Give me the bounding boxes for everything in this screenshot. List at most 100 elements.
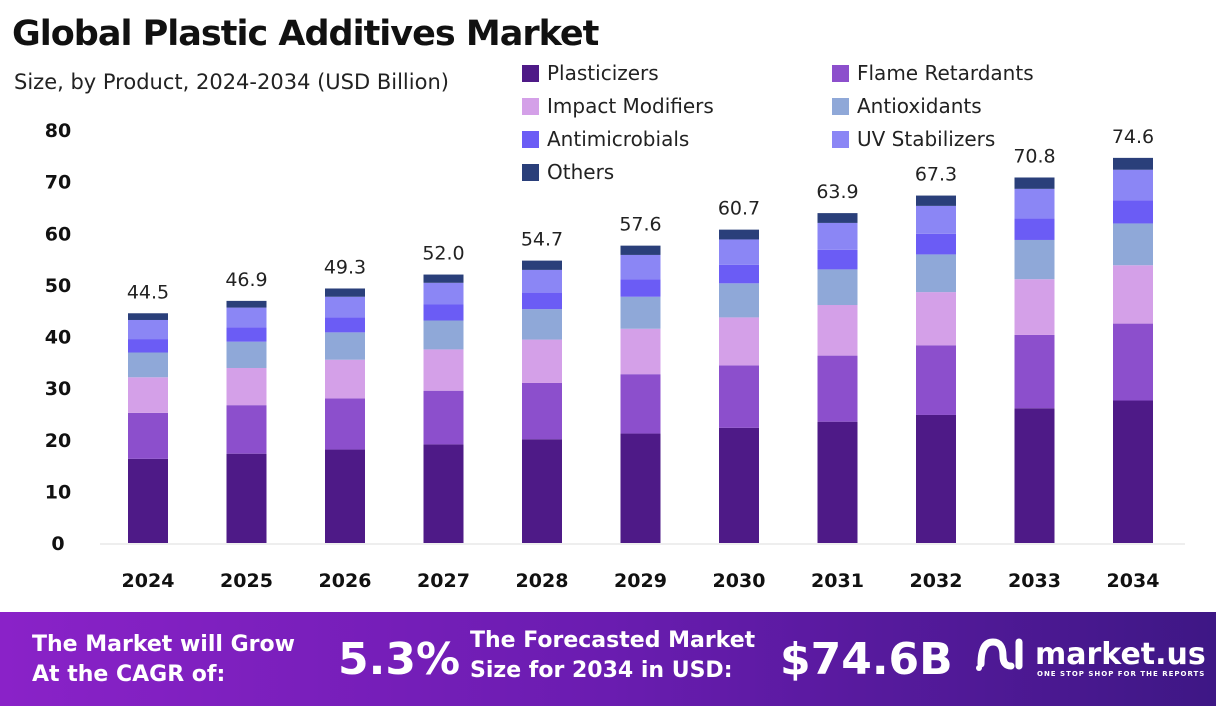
bar-segment-impact-modifiers [916,292,956,346]
total-label: 52.0 [422,243,464,265]
bar-segment-plasticizers [719,427,759,543]
bar-segment-antioxidants [128,352,168,378]
bar-segment-uv-stabilizers [128,319,168,340]
bar-segment-uv-stabilizers [620,254,661,280]
bar-segment-others [1014,177,1055,189]
bar-segment-plasticizers [817,421,858,543]
x-tick-label: 2028 [516,570,569,592]
bar-segment-flame-retardants [719,365,759,428]
cagr-value: 5.3% [338,634,461,685]
bar-segment-uv-stabilizers [226,307,267,328]
cagr-label-line2: At the CAGR of: [32,662,226,687]
bar-segment-flame-retardants [423,390,464,445]
x-tick-label: 2025 [220,570,273,592]
y-tick-label: 80 [45,120,71,142]
x-tick-label: 2031 [811,570,864,592]
legend-item: Impact Modifiers [522,93,832,119]
bar-segment-others [817,213,858,223]
legend-item: Flame Retardants [832,60,1082,86]
bar-segment-others [719,229,759,240]
bar-segment-impact-modifiers [1014,279,1055,335]
total-label: 49.3 [324,256,366,278]
bar-segment-antioxidants [522,309,562,340]
legend-swatch [832,64,849,82]
bar-segment-plasticizers [620,433,661,543]
y-tick-label: 30 [45,378,71,400]
bar-segment-antioxidants [719,283,759,318]
bar-segment-others [325,288,365,297]
legend-label: Impact Modifiers [547,94,714,118]
legend-swatch [522,64,539,82]
forecast-label: The Forecasted Market Size for 2034 in US… [470,626,755,686]
bar-segment-impact-modifiers [226,367,267,406]
bar-segment-antimicrobials [423,304,464,321]
bar-segment-impact-modifiers [1113,265,1153,324]
bar-segment-uv-stabilizers [1113,169,1153,201]
bar-segment-flame-retardants [1014,334,1055,409]
bar-segment-antimicrobials [620,279,661,297]
bar-segment-antioxidants [1113,223,1153,266]
legend-item: UV Stabilizers [832,126,1082,152]
bar-segment-flame-retardants [916,345,956,415]
forecast-label-line1: The Forecasted Market [470,628,756,653]
bar-segment-antimicrobials [916,233,956,255]
y-tick-label: 10 [45,481,71,503]
chart-subtitle: Size, by Product, 2024-2034 (USD Billion… [14,70,449,94]
bar-segment-plasticizers [423,444,464,543]
bar-segment-flame-retardants [817,355,858,422]
bar-segment-antioxidants [1014,239,1055,280]
bar-segment-antimicrobials [817,249,858,270]
legend-label: Flame Retardants [857,61,1034,85]
bar-segment-antimicrobials [325,317,365,333]
bar-segment-impact-modifiers [128,377,168,413]
chart-title: Global Plastic Additives Market [12,14,599,54]
bar-segment-impact-modifiers [620,328,661,375]
bar-segment-flame-retardants [1113,323,1153,401]
bar-segment-uv-stabilizers [325,296,365,318]
logo-name: market.us [1035,636,1206,672]
legend-item: Others [522,159,832,185]
total-label: 67.3 [915,164,957,186]
legend-label: Others [547,160,615,184]
y-tick-label: 0 [51,533,64,555]
bar-segment-flame-retardants [128,412,168,459]
bar-segment-impact-modifiers [522,339,562,383]
bar-segment-antimicrobials [522,292,562,310]
bar-segment-others [423,274,464,283]
cagr-label: The Market will Grow At the CAGR of: [32,630,295,690]
bar-segment-antioxidants [325,332,365,360]
bar-segment-others [1113,157,1153,170]
total-label: 46.9 [225,269,267,291]
bar-segment-plasticizers [916,414,956,543]
bar-segment-impact-modifiers [817,305,858,356]
bar-segment-flame-retardants [620,374,661,434]
bar-segment-antimicrobials [1014,218,1055,240]
x-tick-label: 2024 [122,570,175,592]
bar-segment-plasticizers [325,449,365,543]
bar-segment-uv-stabilizers [423,282,464,305]
y-tick-label: 70 [45,172,71,194]
legend-swatch [522,163,539,181]
cagr-label-line1: The Market will Grow [32,632,295,657]
market-us-logo: market.us ONE STOP SHOP FOR THE REPORTS [975,634,1206,678]
bar-segment-impact-modifiers [719,317,759,366]
stacked-bar-chart: 0102030405060708044.5202446.9202549.3202… [45,120,1185,592]
total-label: 57.6 [619,214,661,236]
bar-segment-antioxidants [423,320,464,350]
bar-segment-flame-retardants [325,398,365,450]
bar-segment-antioxidants [226,341,267,368]
bar-segment-flame-retardants [226,405,267,454]
bar-segment-plasticizers [522,439,562,543]
legend-label: Antimicrobials [547,127,690,151]
bar-segment-antioxidants [817,269,858,306]
total-label: 44.5 [127,281,169,303]
bar-segment-others [128,313,168,320]
bar-segment-plasticizers [226,453,267,543]
x-tick-label: 2030 [713,570,766,592]
x-tick-label: 2034 [1107,570,1160,592]
bar-segment-uv-stabilizers [817,222,858,250]
legend-swatch [522,97,539,115]
x-tick-label: 2029 [614,570,667,592]
legend-label: Plasticizers [547,61,659,85]
bar-segment-plasticizers [128,458,168,543]
